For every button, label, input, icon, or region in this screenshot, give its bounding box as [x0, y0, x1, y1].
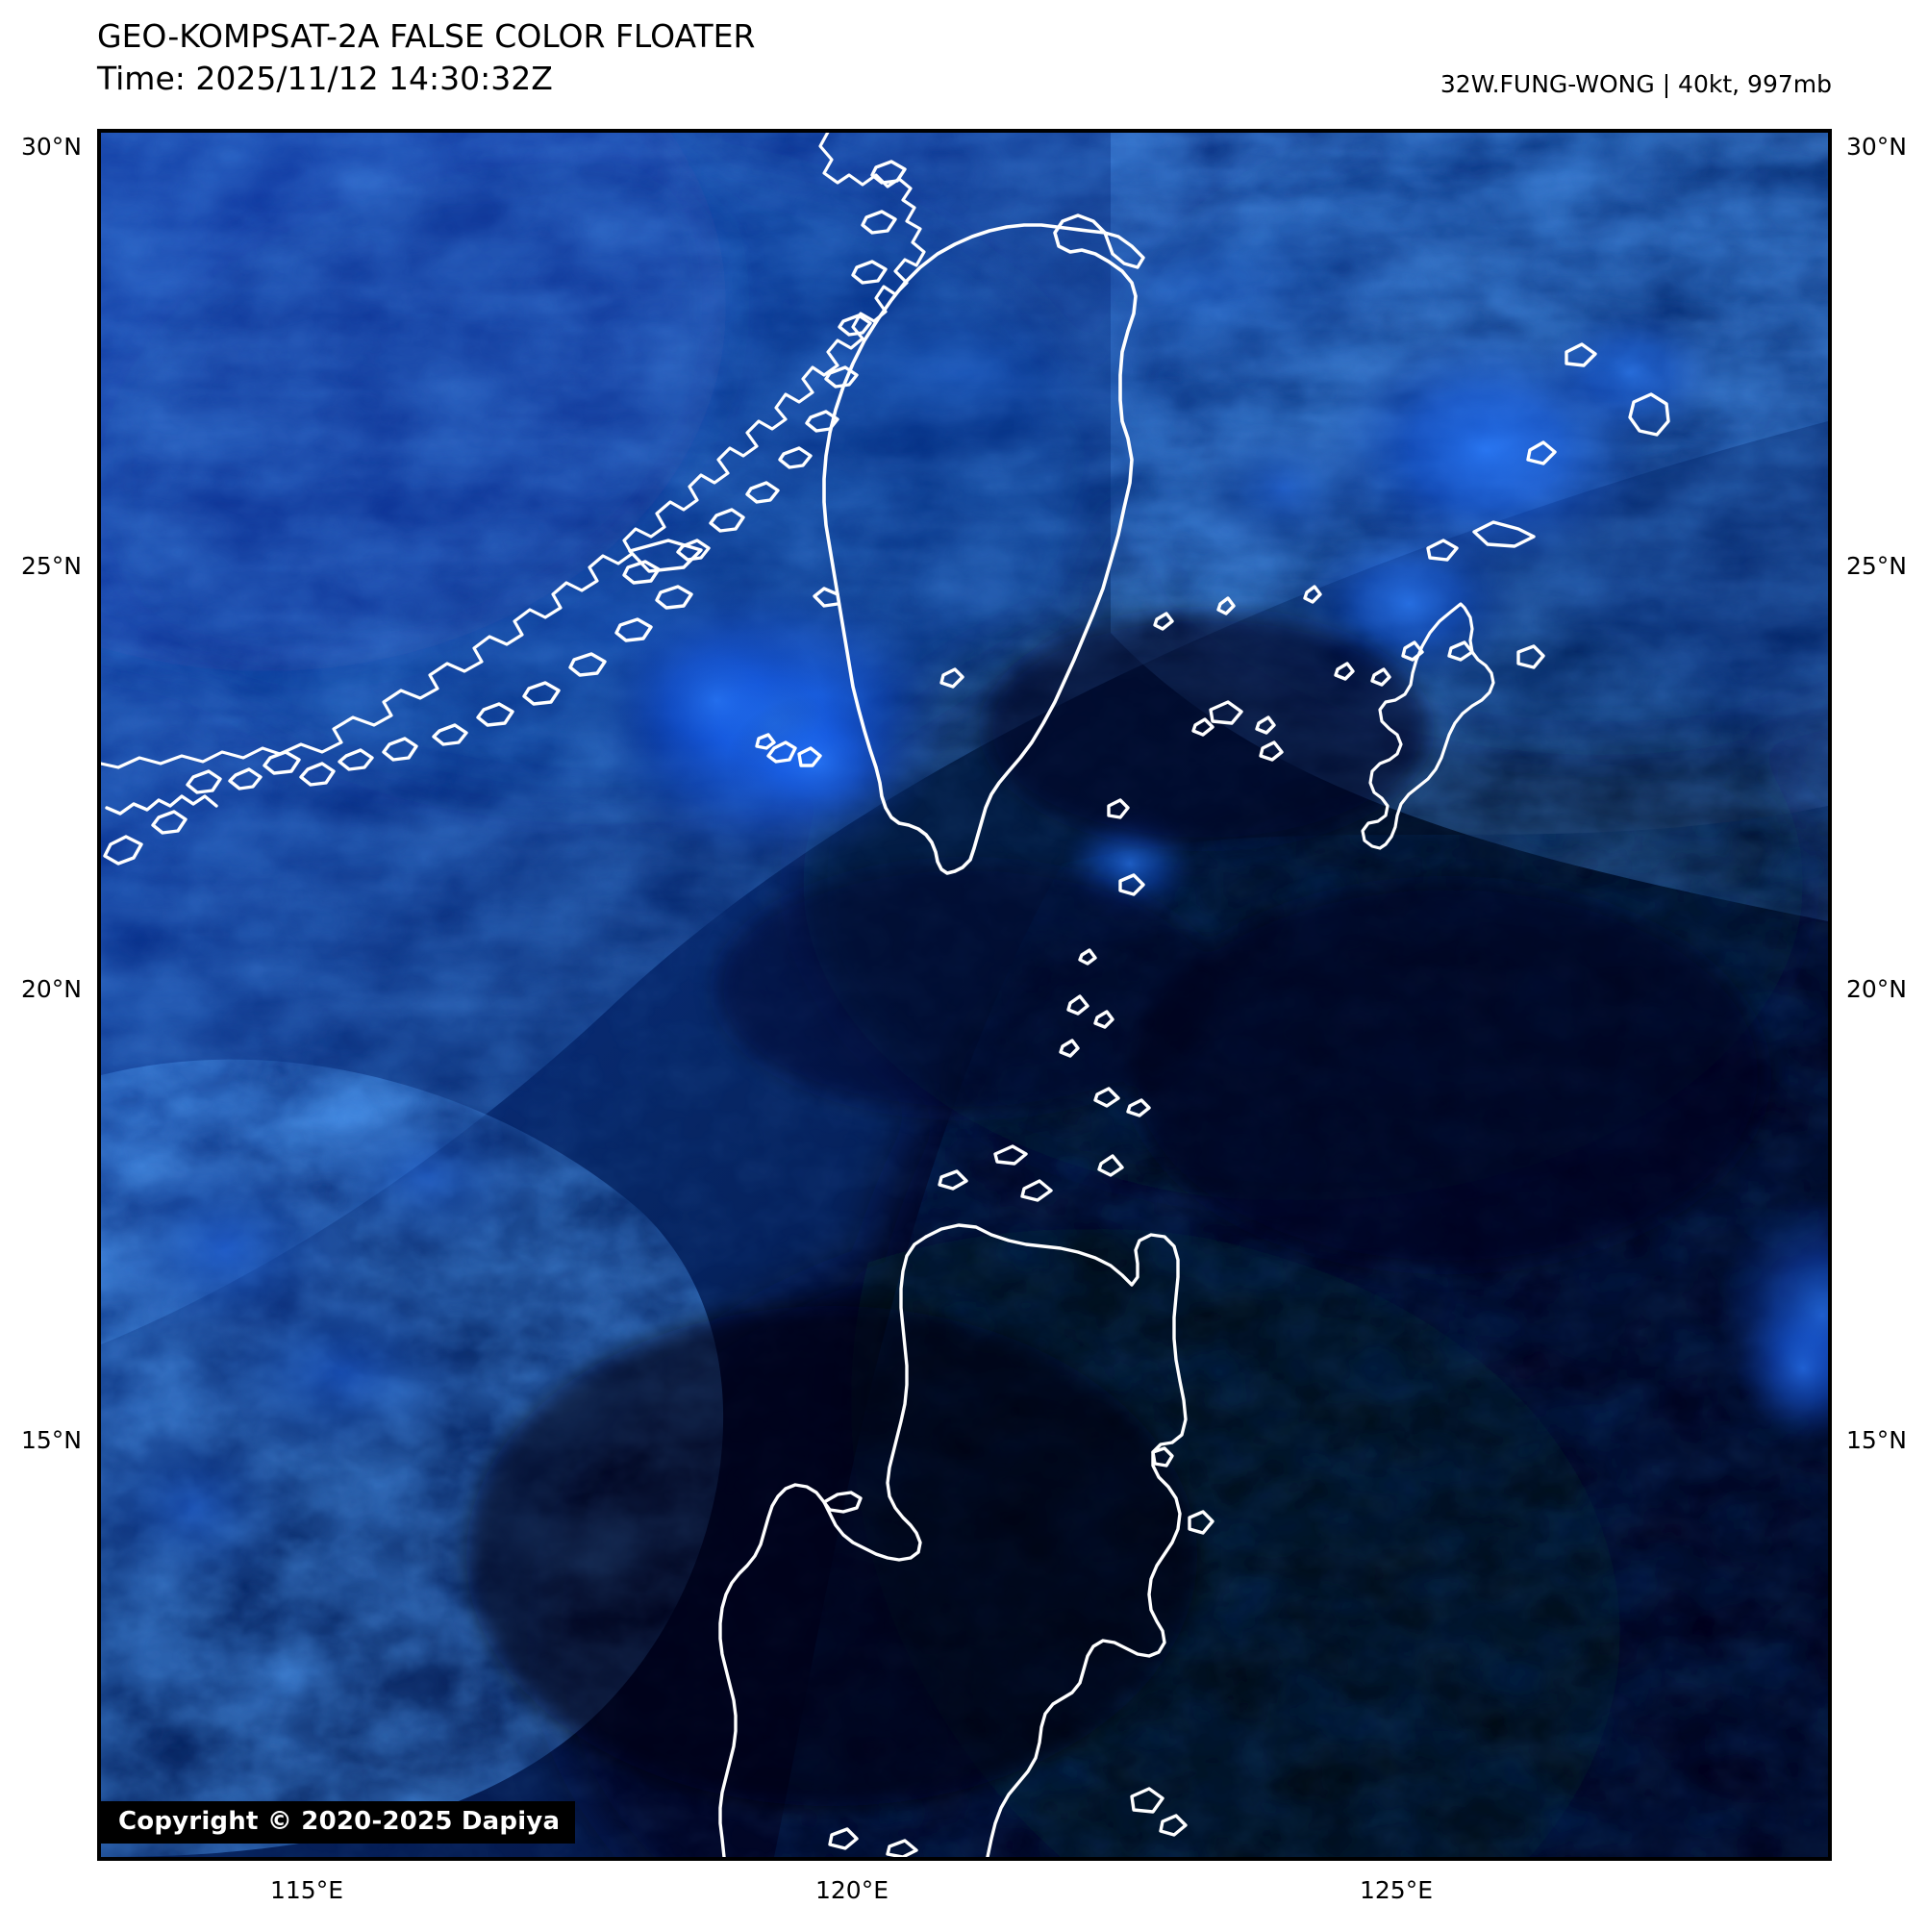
lat-label-right-20n: 20°N [1846, 975, 1908, 1003]
title-block: GEO-KOMPSAT-2A FALSE COLOR FLOATER Time:… [97, 15, 755, 100]
lon-label-115e: 115°E [269, 1876, 344, 1904]
lat-label-left-25n: 25°N [20, 552, 82, 580]
coastline-overlay [101, 133, 1670, 1857]
lat-label-left-30n: 30°N [20, 133, 82, 161]
header: GEO-KOMPSAT-2A FALSE COLOR FLOATER Time:… [0, 0, 1928, 129]
lat-label-left-15n: 15°N [20, 1426, 82, 1454]
lat-label-right-30n: 30°N [1846, 133, 1908, 161]
lon-label-120e: 120°E [814, 1876, 889, 1904]
lon-label-125e: 125°E [1359, 1876, 1434, 1904]
taiwan-path [822, 213, 1138, 875]
storm-info-label: 32W.FUNG-WONG | 40kt, 997mb [1440, 70, 1832, 98]
lat-label-right-15n: 15°N [1846, 1426, 1908, 1454]
luzon-path [924, 1223, 1188, 1857]
lat-label-left-20n: 20°N [20, 975, 82, 1003]
china-coast-path [101, 133, 926, 769]
timestamp-label: Time: 2025/11/12 14:30:32Z [97, 60, 553, 97]
satellite-imagery [101, 133, 1828, 1857]
okinawa-path [1361, 602, 1495, 850]
satellite-map-frame[interactable]: Copyright © 2020-2025 Dapiya [97, 129, 1832, 1861]
copyright-badge: Copyright © 2020-2025 Dapiya [101, 1801, 576, 1844]
dry-slot-regions [466, 614, 1765, 1806]
page-title: GEO-KOMPSAT-2A FALSE COLOR FLOATER [97, 17, 756, 55]
lat-label-right-25n: 25°N [1846, 552, 1908, 580]
